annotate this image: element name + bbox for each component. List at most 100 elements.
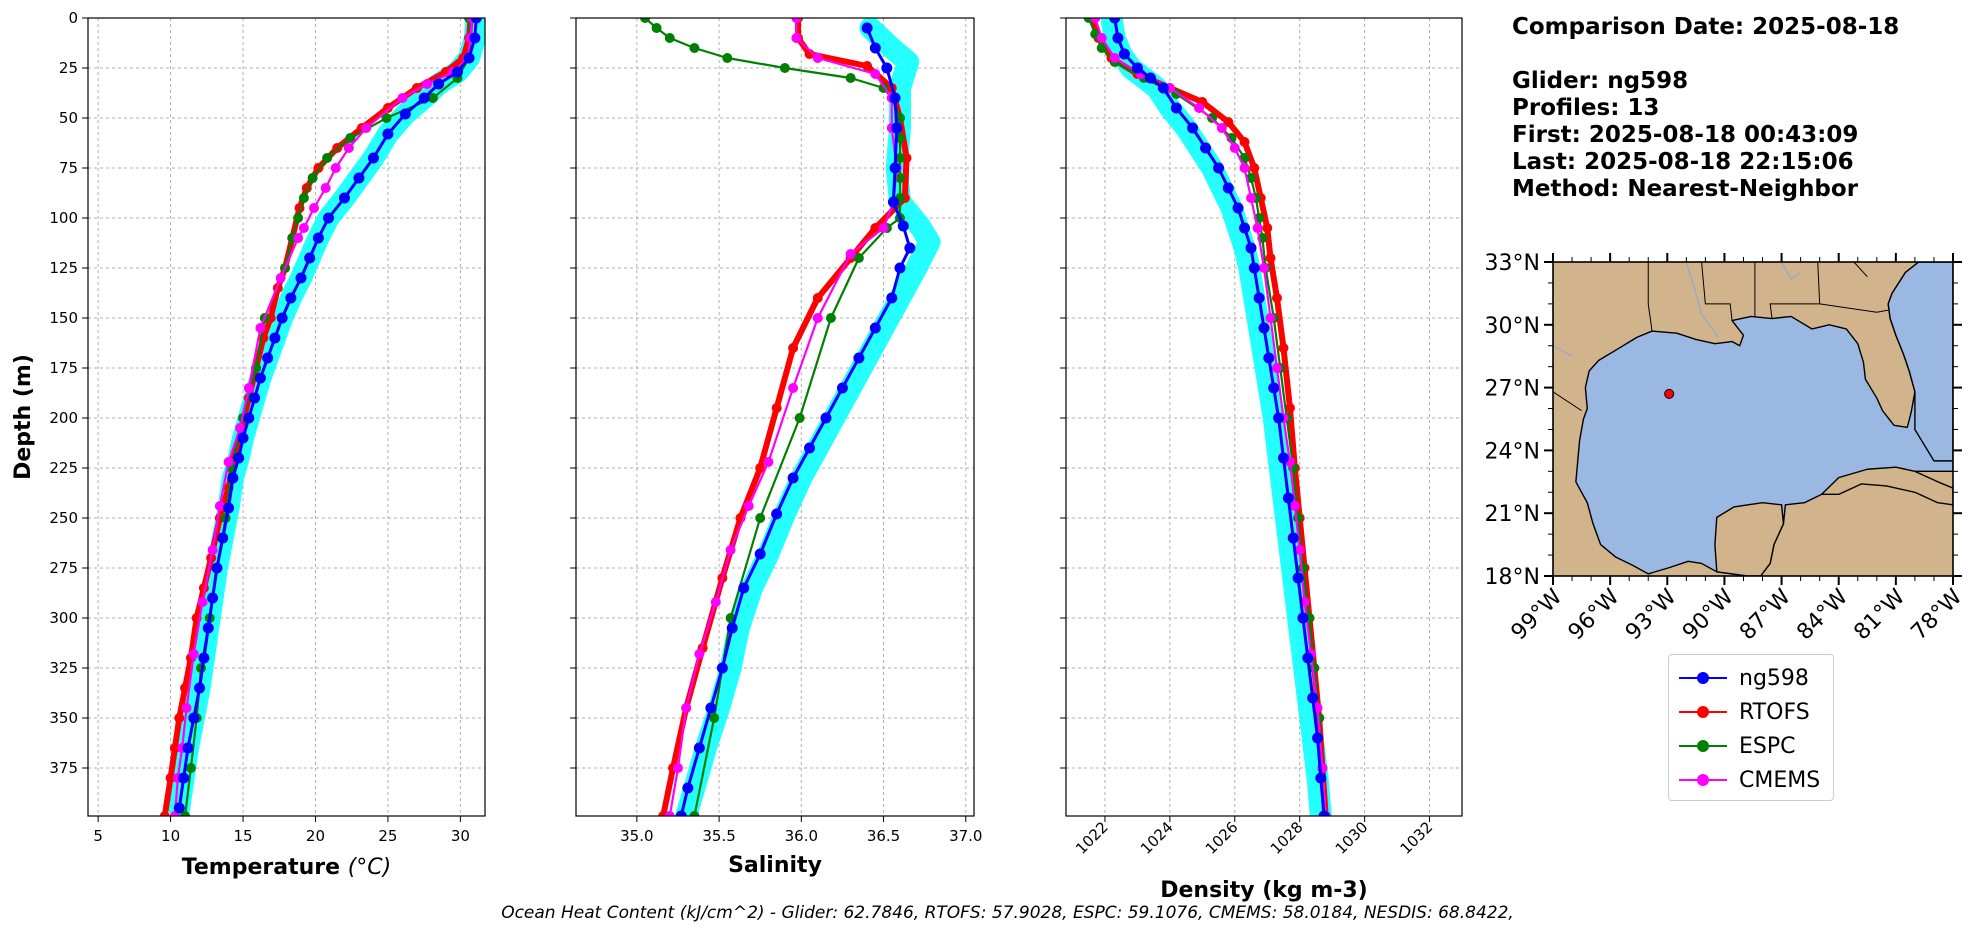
x-axis-label: Density (kg m-3) [1160, 878, 1368, 903]
series-spread-band [168, 18, 485, 816]
plot-area [640, 18, 941, 816]
data-point [743, 501, 754, 511]
lon-label: 96°W [1564, 584, 1625, 645]
lat-label: 24°N [1485, 439, 1540, 464]
data-point [180, 683, 191, 693]
data-point [791, 18, 802, 23]
x-axis-label: Temperature (°C) [182, 855, 391, 880]
data-point [870, 69, 881, 79]
data-point [1232, 202, 1244, 214]
data-point [1096, 33, 1107, 43]
data-point [276, 312, 288, 324]
data-point [1292, 572, 1304, 584]
x-tick-label: 1030 [1332, 818, 1372, 858]
data-point [1118, 48, 1130, 60]
data-point [694, 649, 705, 659]
data-point [188, 712, 200, 724]
data-point [1252, 223, 1263, 233]
data-point [738, 582, 750, 594]
data-point [681, 703, 692, 713]
legend: ng598 RTOFS ESPC CMEMS [1668, 654, 1834, 801]
legend-item-espc: ESPC [1679, 731, 1796, 761]
y-tick-label: 125 [49, 259, 78, 277]
data-point [188, 649, 199, 659]
x-tick-label: 1032 [1397, 818, 1437, 858]
data-point [845, 249, 856, 259]
map-area [1553, 262, 1953, 576]
data-point [463, 52, 475, 64]
data-point [689, 43, 700, 53]
data-point [469, 32, 481, 44]
data-point [422, 79, 433, 89]
series-cmems [664, 18, 902, 816]
data-point [223, 502, 235, 514]
river-mississippi [1685, 262, 1720, 338]
data-point [1109, 53, 1120, 63]
lat-label: 30°N [1485, 314, 1540, 339]
data-point [243, 383, 254, 393]
data-point [897, 220, 909, 232]
axes-frame [575, 17, 975, 817]
data-point [845, 73, 856, 83]
y-tick-label: 75 [59, 159, 78, 177]
map-frame [1552, 261, 1954, 577]
data-point [1157, 82, 1169, 94]
data-point [755, 463, 766, 473]
data-point [1170, 102, 1182, 114]
data-point [1239, 222, 1251, 234]
data-point [1223, 117, 1234, 127]
legend-swatch [1679, 765, 1727, 795]
data-point [886, 292, 898, 304]
border-la-ms [1701, 262, 1733, 321]
data-point [343, 143, 354, 153]
data-point [771, 508, 783, 520]
legend-swatch [1679, 663, 1727, 693]
data-point [887, 196, 899, 208]
data-point [640, 18, 651, 23]
x-tick-label: 37.0 [949, 827, 982, 845]
y-tick-label: 25 [59, 59, 78, 77]
data-point [262, 352, 274, 364]
x-tick-label: 15 [233, 827, 252, 845]
lat-label: 33°N [1485, 251, 1540, 276]
series-rtofs [658, 18, 912, 816]
data-point [894, 262, 906, 274]
data-point [367, 152, 379, 164]
data-point [330, 163, 341, 173]
data-point [322, 153, 333, 163]
x-tick-label: 20 [306, 827, 325, 845]
x-tick-label: 1022 [1072, 818, 1112, 858]
data-point [1284, 403, 1295, 413]
lon-label: 78°W [1907, 584, 1968, 645]
data-point [1131, 62, 1143, 74]
data-point [1200, 142, 1212, 154]
series-line [660, 18, 910, 816]
border-fl-ga [1819, 303, 1889, 313]
data-point [295, 272, 307, 284]
data-point [894, 153, 905, 163]
data-point [1294, 545, 1305, 555]
data-point [1278, 343, 1289, 353]
ocean-heat-content-footer: Ocean Heat Content (kJ/cm^2) - Glider: 6… [501, 903, 1514, 923]
data-point [804, 442, 816, 454]
data-point [249, 392, 261, 404]
y-axis-label: Depth (m) [11, 354, 36, 480]
data-point [198, 652, 210, 664]
data-point [1246, 173, 1257, 183]
data-point [881, 62, 893, 74]
data-point [353, 172, 365, 184]
data-point [178, 772, 190, 784]
data-point [1109, 18, 1121, 24]
data-point [682, 782, 694, 794]
data-point [791, 33, 802, 43]
data-point [1302, 652, 1314, 664]
data-point [293, 233, 304, 243]
data-point [1144, 72, 1156, 84]
x-tick-label: 35.0 [620, 827, 653, 845]
data-point [1265, 253, 1276, 263]
border-ga-sc [1853, 262, 1868, 277]
profile-count: Profiles: 13 [1512, 95, 1660, 121]
axes-frame [87, 17, 486, 817]
data-point [285, 292, 297, 304]
lat-label: 27°N [1485, 377, 1540, 402]
